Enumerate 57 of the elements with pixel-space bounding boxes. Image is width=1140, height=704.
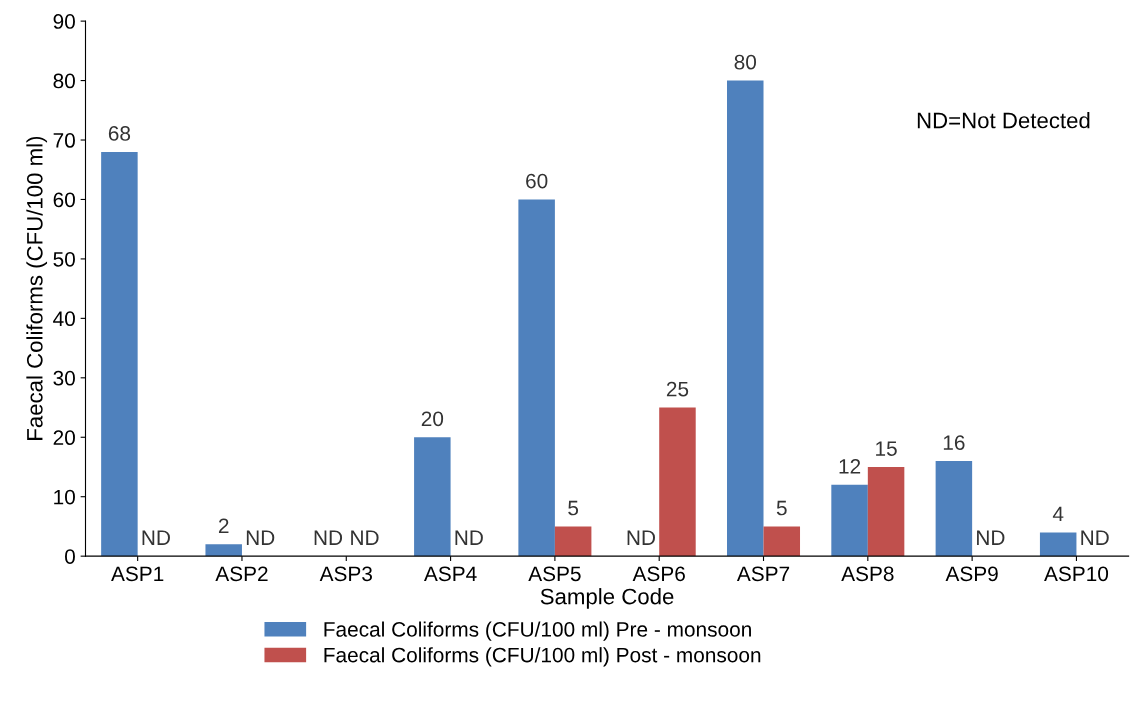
legend-label: Faecal Coliforms (CFU/100 ml) Pre - monsoon — [324, 621, 751, 641]
x-tick-label: ASP4 — [423, 566, 477, 582]
data-label: 80 — [734, 54, 757, 70]
x-tick-label: ASP1 — [111, 566, 164, 582]
data-label: 60 — [526, 173, 548, 189]
bar — [101, 151, 138, 557]
y-tick-label: 90 — [53, 14, 75, 29]
x-tick-label: ASP10 — [1044, 566, 1109, 582]
data-label: 12 — [839, 459, 861, 474]
y-tick-label: 70 — [53, 133, 75, 148]
x-tick-label: ASP6 — [632, 566, 685, 582]
legend-label: Faecal Coliforms (CFU/100 ml) Post - monsoon — [324, 647, 761, 667]
text: ND — [977, 530, 1005, 545]
x-tick-label: ASP5 — [528, 566, 581, 582]
y-tick-label: 30 — [53, 370, 75, 386]
data-label: 68 — [108, 126, 131, 141]
text: ND — [351, 530, 379, 545]
data-label: 5 — [776, 500, 787, 516]
x-tick-label: ASP9 — [945, 566, 998, 582]
data-label: 25 — [666, 381, 689, 397]
y-tick-label: 10 — [54, 489, 75, 505]
data-label: 2 — [218, 518, 229, 533]
x-axis-title: Sample Code — [540, 588, 674, 609]
data-label: 20 — [421, 411, 444, 427]
x-tick-label: ASP7 — [736, 566, 790, 582]
text: ND — [142, 530, 170, 545]
annotation: ND=Not Detected — [917, 112, 1090, 129]
data-label: 15 — [876, 441, 897, 456]
x-tick-label: ASP8 — [841, 566, 894, 582]
text: ND — [314, 530, 343, 545]
y-tick-label: 80 — [53, 73, 75, 89]
bar — [727, 80, 764, 557]
y-tick-label: 60 — [53, 192, 75, 208]
y-tick-label: 20 — [53, 430, 75, 446]
text: ND — [1081, 530, 1109, 545]
x-tick-label: ASP2 — [215, 566, 268, 582]
data-label: 5 — [568, 500, 579, 516]
bar — [414, 437, 451, 557]
bar — [763, 526, 801, 557]
bar — [831, 484, 868, 557]
y-tick-label: 50 — [53, 251, 75, 267]
x-tick-label: ASP3 — [319, 566, 372, 582]
y-tick-label: 40 — [53, 311, 75, 327]
bar — [867, 466, 905, 557]
y-tick-label: 0 — [65, 549, 75, 564]
bar — [935, 461, 973, 557]
y-axis-title: Faecal Coliforms (CFU/100 ml) — [26, 136, 48, 440]
bar — [659, 407, 696, 557]
data-label: 16 — [943, 435, 965, 450]
text: ND — [627, 530, 655, 545]
text: ND — [455, 530, 483, 545]
bar — [554, 526, 592, 557]
text: ND — [246, 530, 275, 545]
bar — [205, 544, 242, 557]
data-label: 4 — [1052, 506, 1064, 522]
bar — [518, 199, 555, 557]
bar — [1039, 532, 1077, 557]
